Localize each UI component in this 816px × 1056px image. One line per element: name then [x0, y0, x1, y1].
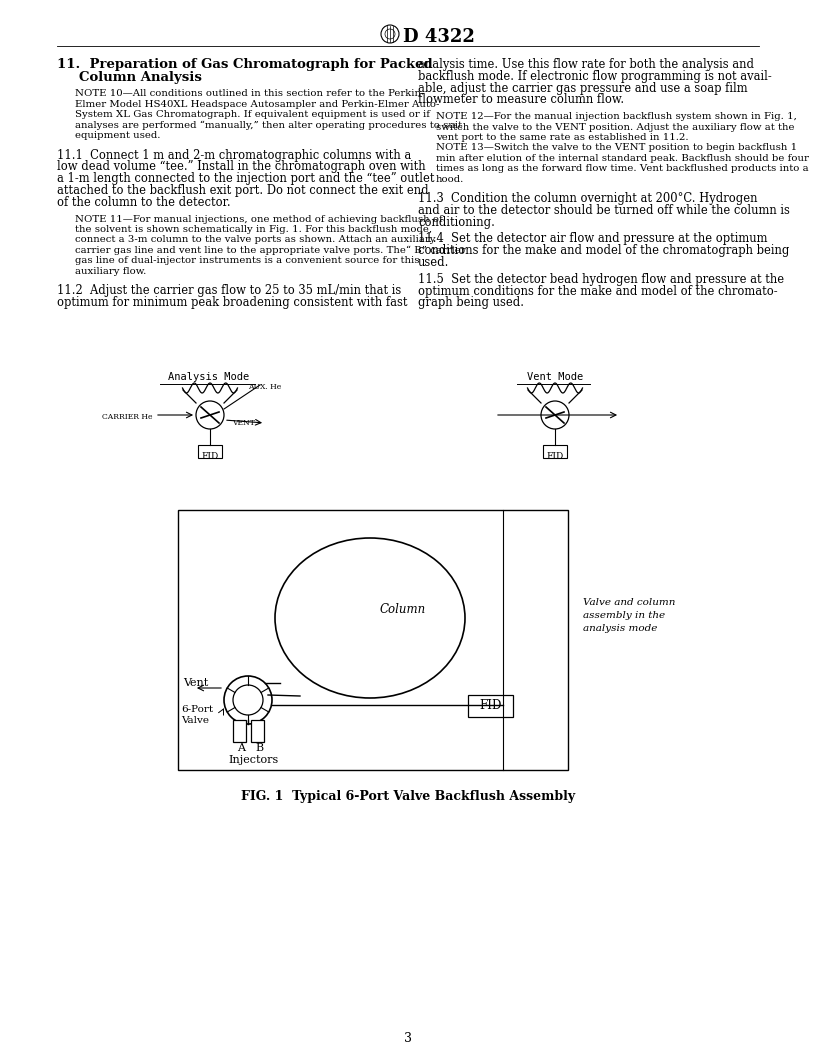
Text: backflush mode. If electronic flow programming is not avail-: backflush mode. If electronic flow progr… [418, 70, 772, 82]
Text: conditioning.: conditioning. [418, 215, 494, 228]
Bar [178, 510, 568, 770]
Text: the solvent is shown schematically in Fig. 1. For this backflush mode,: the solvent is shown schematically in Fi… [75, 225, 432, 233]
Text: attached to the backflush exit port. Do not connect the exit end: attached to the backflush exit port. Do … [57, 184, 428, 196]
Text: System XL Gas Chromatograph. If equivalent equipment is used or if: System XL Gas Chromatograph. If equivale… [75, 110, 430, 119]
Text: times as long as the forward flow time. Vent backflushed products into a: times as long as the forward flow time. … [436, 164, 809, 173]
Text: auxiliary flow.: auxiliary flow. [75, 266, 146, 276]
Text: CARRIER He: CARRIER He [101, 413, 152, 421]
Text: Vent Mode: Vent Mode [527, 372, 583, 382]
Text: Analysis Mode: Analysis Mode [168, 372, 249, 382]
FancyBboxPatch shape [251, 720, 264, 742]
FancyBboxPatch shape [233, 720, 246, 742]
Text: Valve and column: Valve and column [583, 598, 676, 607]
Text: connect a 3-m column to the valve ports as shown. Attach an auxiliary: connect a 3-m column to the valve ports … [75, 235, 436, 244]
Text: NOTE 11—For manual injections, one method of achieving backflush of: NOTE 11—For manual injections, one metho… [75, 214, 443, 224]
FancyBboxPatch shape [543, 445, 567, 458]
Text: of the column to the detector.: of the column to the detector. [57, 195, 231, 209]
Text: 11.3  Condition the column overnight at 200°C. Hydrogen: 11.3 Condition the column overnight at 2… [418, 192, 757, 205]
Text: optimum for minimum peak broadening consistent with fast: optimum for minimum peak broadening cons… [57, 296, 407, 308]
Text: VENT: VENT [232, 419, 255, 427]
Text: Column Analysis: Column Analysis [79, 72, 202, 84]
Text: Injectors: Injectors [228, 755, 278, 765]
Text: equipment used.: equipment used. [75, 131, 161, 140]
Text: FID: FID [202, 452, 219, 461]
Text: analysis mode: analysis mode [583, 624, 658, 633]
Text: analyses are performed “manually,” then alter operating procedures to suit: analyses are performed “manually,” then … [75, 120, 462, 130]
Text: analysis time. Use this flow rate for both the analysis and: analysis time. Use this flow rate for bo… [418, 58, 754, 71]
FancyBboxPatch shape [198, 445, 222, 458]
Text: switch the valve to the VENT position. Adjust the auxiliary flow at the: switch the valve to the VENT position. A… [436, 122, 795, 132]
Text: used.: used. [418, 256, 450, 269]
Text: Vent: Vent [183, 678, 208, 689]
Text: 6-Port: 6-Port [181, 705, 213, 714]
Text: gas line of dual-injector instruments is a convenient source for this: gas line of dual-injector instruments is… [75, 257, 419, 265]
Text: Elmer Model HS40XL Headspace Autosampler and Perkin-Elmer Auto-: Elmer Model HS40XL Headspace Autosampler… [75, 100, 439, 109]
Text: graph being used.: graph being used. [418, 297, 524, 309]
Text: NOTE 12—For the manual injection backflush system shown in Fig. 1,: NOTE 12—For the manual injection backflu… [436, 112, 797, 121]
Text: NOTE 10—All conditions outlined in this section refer to the Perkin-: NOTE 10—All conditions outlined in this … [75, 90, 424, 98]
Text: able, adjust the carrier gas pressure and use a soap film: able, adjust the carrier gas pressure an… [418, 81, 747, 95]
Text: and air to the detector should be turned off while the column is: and air to the detector should be turned… [418, 204, 790, 216]
Text: D 4322: D 4322 [403, 29, 475, 46]
Text: min after elution of the internal standard peak. Backflush should be four: min after elution of the internal standa… [436, 154, 809, 163]
Text: conditions for the make and model of the chromatograph being: conditions for the make and model of the… [418, 244, 789, 258]
Text: A: A [237, 743, 245, 753]
FancyBboxPatch shape [468, 695, 513, 717]
Text: FID: FID [479, 699, 502, 712]
Text: carrier gas line and vent line to the appropriate valve ports. The“ B” carrier: carrier gas line and vent line to the ap… [75, 246, 466, 256]
Text: optimum conditions for the make and model of the chromato-: optimum conditions for the make and mode… [418, 285, 778, 298]
Text: Valve: Valve [181, 716, 209, 725]
Text: NOTE 13—Switch the valve to the VENT position to begin backflush 1: NOTE 13—Switch the valve to the VENT pos… [436, 144, 797, 152]
Text: 11.4  Set the detector air flow and pressure at the optimum: 11.4 Set the detector air flow and press… [418, 232, 768, 245]
Text: B: B [255, 743, 263, 753]
Text: flowmeter to measure column flow.: flowmeter to measure column flow. [418, 93, 624, 107]
Text: 11.5  Set the detector bead hydrogen flow and pressure at the: 11.5 Set the detector bead hydrogen flow… [418, 272, 784, 286]
Text: 3: 3 [404, 1032, 412, 1045]
Text: FIG. 1  Typical 6-Port Valve Backflush Assembly: FIG. 1 Typical 6-Port Valve Backflush As… [241, 790, 575, 803]
Text: hood.: hood. [436, 174, 464, 184]
Text: AUX. He: AUX. He [248, 383, 282, 391]
Text: 11.2  Adjust the carrier gas flow to 25 to 35 mL/min that is: 11.2 Adjust the carrier gas flow to 25 t… [57, 284, 401, 297]
Text: assembly in the: assembly in the [583, 611, 665, 620]
Text: Column: Column [380, 603, 426, 616]
Text: 11.  Preparation of Gas Chromatograph for Packed: 11. Preparation of Gas Chromatograph for… [57, 58, 432, 71]
Text: FID: FID [547, 452, 564, 461]
Text: 11.1  Connect 1 m and 2-m chromatographic columns with a: 11.1 Connect 1 m and 2-m chromatographic… [57, 149, 411, 162]
Text: vent port to the same rate as established in 11.2.: vent port to the same rate as establishe… [436, 133, 689, 142]
Text: a 1-m length connected to the injection port and the “tee” outlet: a 1-m length connected to the injection … [57, 172, 434, 185]
Text: low dead volume “tee.” Install in the chromatograph oven with: low dead volume “tee.” Install in the ch… [57, 161, 426, 173]
